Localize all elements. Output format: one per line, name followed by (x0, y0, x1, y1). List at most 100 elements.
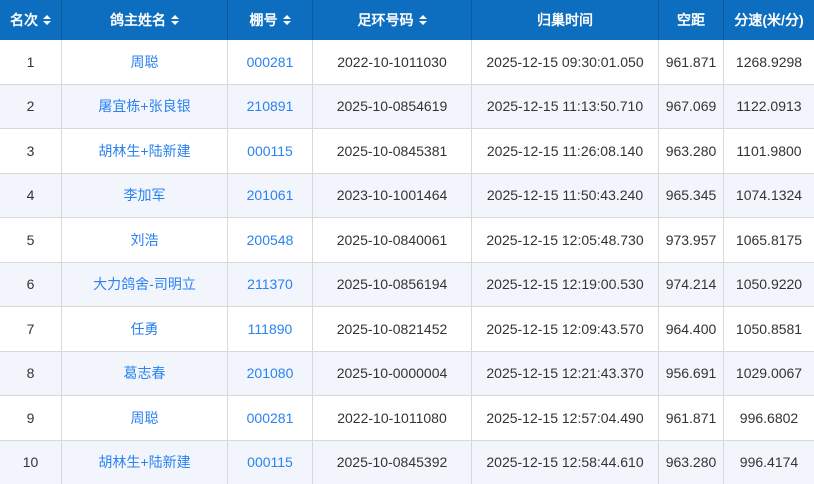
sort-both-icon (418, 15, 427, 25)
cell-distance: 963.280 (659, 129, 724, 173)
table-row: 4 李加军 201061 2023-10-1001464 2025-12-15 11:5… (0, 173, 814, 218)
table-row: 3 胡林生+陆新建 000115 2025-10-0845381 2025-12-15 … (0, 129, 814, 174)
header-cell-rank[interactable]: 名次 (0, 0, 62, 40)
cell-owner[interactable]: 胡林生+陆新建 (62, 129, 228, 173)
cell-speed: 1101.9800 (736, 142, 802, 159)
cell-rank: 1 (0, 40, 62, 84)
table-body: 1 周聪 000281 2022-10-1011030 2025-12-15 09:30… (0, 40, 814, 484)
table-row: 1 周聪 000281 2022-10-1011030 2025-12-15 09:30… (0, 40, 814, 85)
cell-speed: 1050.9220 (735, 276, 803, 293)
cell-ring: 2025-10-0856194 (313, 262, 472, 306)
sort-both-icon (171, 15, 179, 25)
cell-ring: 2025-10-0821452 (313, 307, 472, 351)
cell-distance: 967.069 (659, 84, 724, 128)
cell-ring: 2025-10-0000004 (313, 351, 472, 395)
cell-owner[interactable]: 刘浩 (62, 218, 228, 262)
cell-owner[interactable]: 胡林生+陆新建 (62, 440, 228, 484)
sort-both-icon (43, 15, 51, 25)
cell-time: 2025-12-15 12:57:04.490 (472, 396, 659, 440)
cell-loft[interactable]: 111890 (228, 307, 313, 351)
cell-loft[interactable]: 201061 (228, 173, 313, 217)
sort-both-icon (282, 15, 291, 25)
header-cell-loft[interactable]: 棚号 (228, 0, 313, 40)
cell-loft[interactable]: 211370 (228, 262, 313, 306)
cell-time: 2025-12-15 12:09:43.570 (472, 307, 659, 351)
cell-time: 2025-12-15 09:30:01.050 (472, 40, 659, 84)
cell-speed: 996.4174 (739, 454, 799, 471)
table-row: 6 大力鸽舍-司明立 211370 2025-10-0856194 2025-12-15… (0, 262, 814, 307)
header-label-time: 归巢时间 (537, 12, 593, 28)
cell-time: 2025-12-15 11:13:50.710 (472, 84, 659, 128)
header-cell-owner[interactable]: 鸽主姓名 (62, 0, 228, 40)
cell-speed: 1050.8581 (735, 320, 803, 337)
cell-owner[interactable]: 大力鸽舍-司明立 (62, 262, 228, 306)
table-row: 9 周聪 000281 2022-10-1011080 2025-12-15 12:57… (0, 396, 814, 441)
header-cell-distance: 空距 (659, 0, 724, 40)
cell-distance: 956.691 (659, 351, 724, 395)
cell-time: 2025-12-15 12:58:44.610 (472, 440, 659, 484)
cell-loft[interactable]: 000115 (228, 129, 313, 173)
cell-distance: 961.871 (659, 396, 724, 440)
cell-ring: 2025-10-0845381 (313, 129, 472, 173)
table-row: 5 刘浩 200548 2025-10-0840061 2025-12-15 12:05… (0, 218, 814, 263)
cell-owner[interactable]: 周聪 (62, 396, 228, 440)
header-label-distance: 空距 (677, 12, 705, 28)
cell-time: 2025-12-15 12:05:48.730 (472, 218, 659, 262)
cell-ring: 2022-10-1011030 (313, 40, 472, 84)
cell-distance: 964.400 (659, 307, 724, 351)
table-row: 7 任勇 111890 2025-10-0821452 2025-12-15 12:09… (0, 307, 814, 352)
cell-distance: 973.957 (659, 218, 724, 262)
cell-loft[interactable]: 200548 (228, 218, 313, 262)
header-cell-ring[interactable]: 足环号码 (313, 0, 472, 40)
cell-loft[interactable]: 201080 (228, 351, 313, 395)
cell-loft[interactable]: 000281 (228, 396, 313, 440)
cell-loft[interactable]: 210891 (228, 84, 313, 128)
cell-distance: 965.345 (659, 173, 724, 217)
cell-distance: 961.871 (659, 40, 724, 84)
cell-speed: 1029.0067 (735, 365, 803, 382)
cell-ring: 2025-10-0845392 (313, 440, 472, 484)
cell-distance: 974.214 (659, 262, 724, 306)
cell-speed: 1074.1324 (735, 187, 803, 204)
header-label-ring: 足环号码 (357, 12, 414, 28)
cell-distance: 963.280 (659, 440, 724, 484)
cell-speed: 1122.0913 (736, 98, 802, 115)
header-label-owner: 鸽主姓名 (110, 12, 166, 28)
cell-owner[interactable]: 任勇 (62, 307, 228, 351)
header-label-speed: 分速(米/分) (734, 12, 804, 28)
header-cell-speed: 分速(米/分) (724, 0, 814, 40)
cell-speed: 1268.9298 (735, 53, 803, 70)
cell-rank: 2 (0, 84, 62, 128)
cell-rank: 5 (0, 218, 62, 262)
cell-speed: 1065.8175 (735, 231, 803, 248)
cell-time: 2025-12-15 11:50:43.240 (472, 173, 659, 217)
cell-owner[interactable]: 屠宜栋+张良银 (62, 84, 228, 128)
cell-rank: 8 (0, 351, 62, 395)
table-header-row: 名次 鸽主姓名 棚号 足环号码 归巢时间 空距 分速(米/分) (0, 0, 814, 40)
cell-owner[interactable]: 周聪 (62, 40, 228, 84)
cell-rank: 3 (0, 129, 62, 173)
cell-time: 2025-12-15 12:19:00.530 (472, 262, 659, 306)
cell-rank: 7 (0, 307, 62, 351)
cell-rank: 10 (0, 440, 62, 484)
cell-time: 2025-12-15 12:21:43.370 (472, 351, 659, 395)
cell-owner[interactable]: 李加军 (62, 173, 228, 217)
cell-ring: 2023-10-1001464 (313, 173, 472, 217)
cell-owner[interactable]: 葛志春 (62, 351, 228, 395)
cell-rank: 6 (0, 262, 62, 306)
table-row: 2 屠宜栋+张良银 210891 2025-10-0854619 2025-12-15 … (0, 84, 814, 129)
cell-time: 2025-12-15 11:26:08.140 (472, 129, 659, 173)
table-row: 8 葛志春 201080 2025-10-0000004 2025-12-15 12:2… (0, 351, 814, 396)
header-label-loft: 棚号 (249, 12, 278, 28)
cell-loft[interactable]: 000281 (228, 40, 313, 84)
cell-rank: 9 (0, 396, 62, 440)
table-row: 10 胡林生+陆新建 000115 2025-10-0845392 2025-12-15… (0, 440, 814, 484)
cell-ring: 2022-10-1011080 (313, 396, 472, 440)
header-cell-time: 归巢时间 (472, 0, 659, 40)
cell-speed: 996.6802 (739, 409, 799, 426)
cell-rank: 4 (0, 173, 62, 217)
cell-loft[interactable]: 000115 (228, 440, 313, 484)
header-label-rank: 名次 (10, 12, 38, 28)
cell-ring: 2025-10-0840061 (313, 218, 472, 262)
